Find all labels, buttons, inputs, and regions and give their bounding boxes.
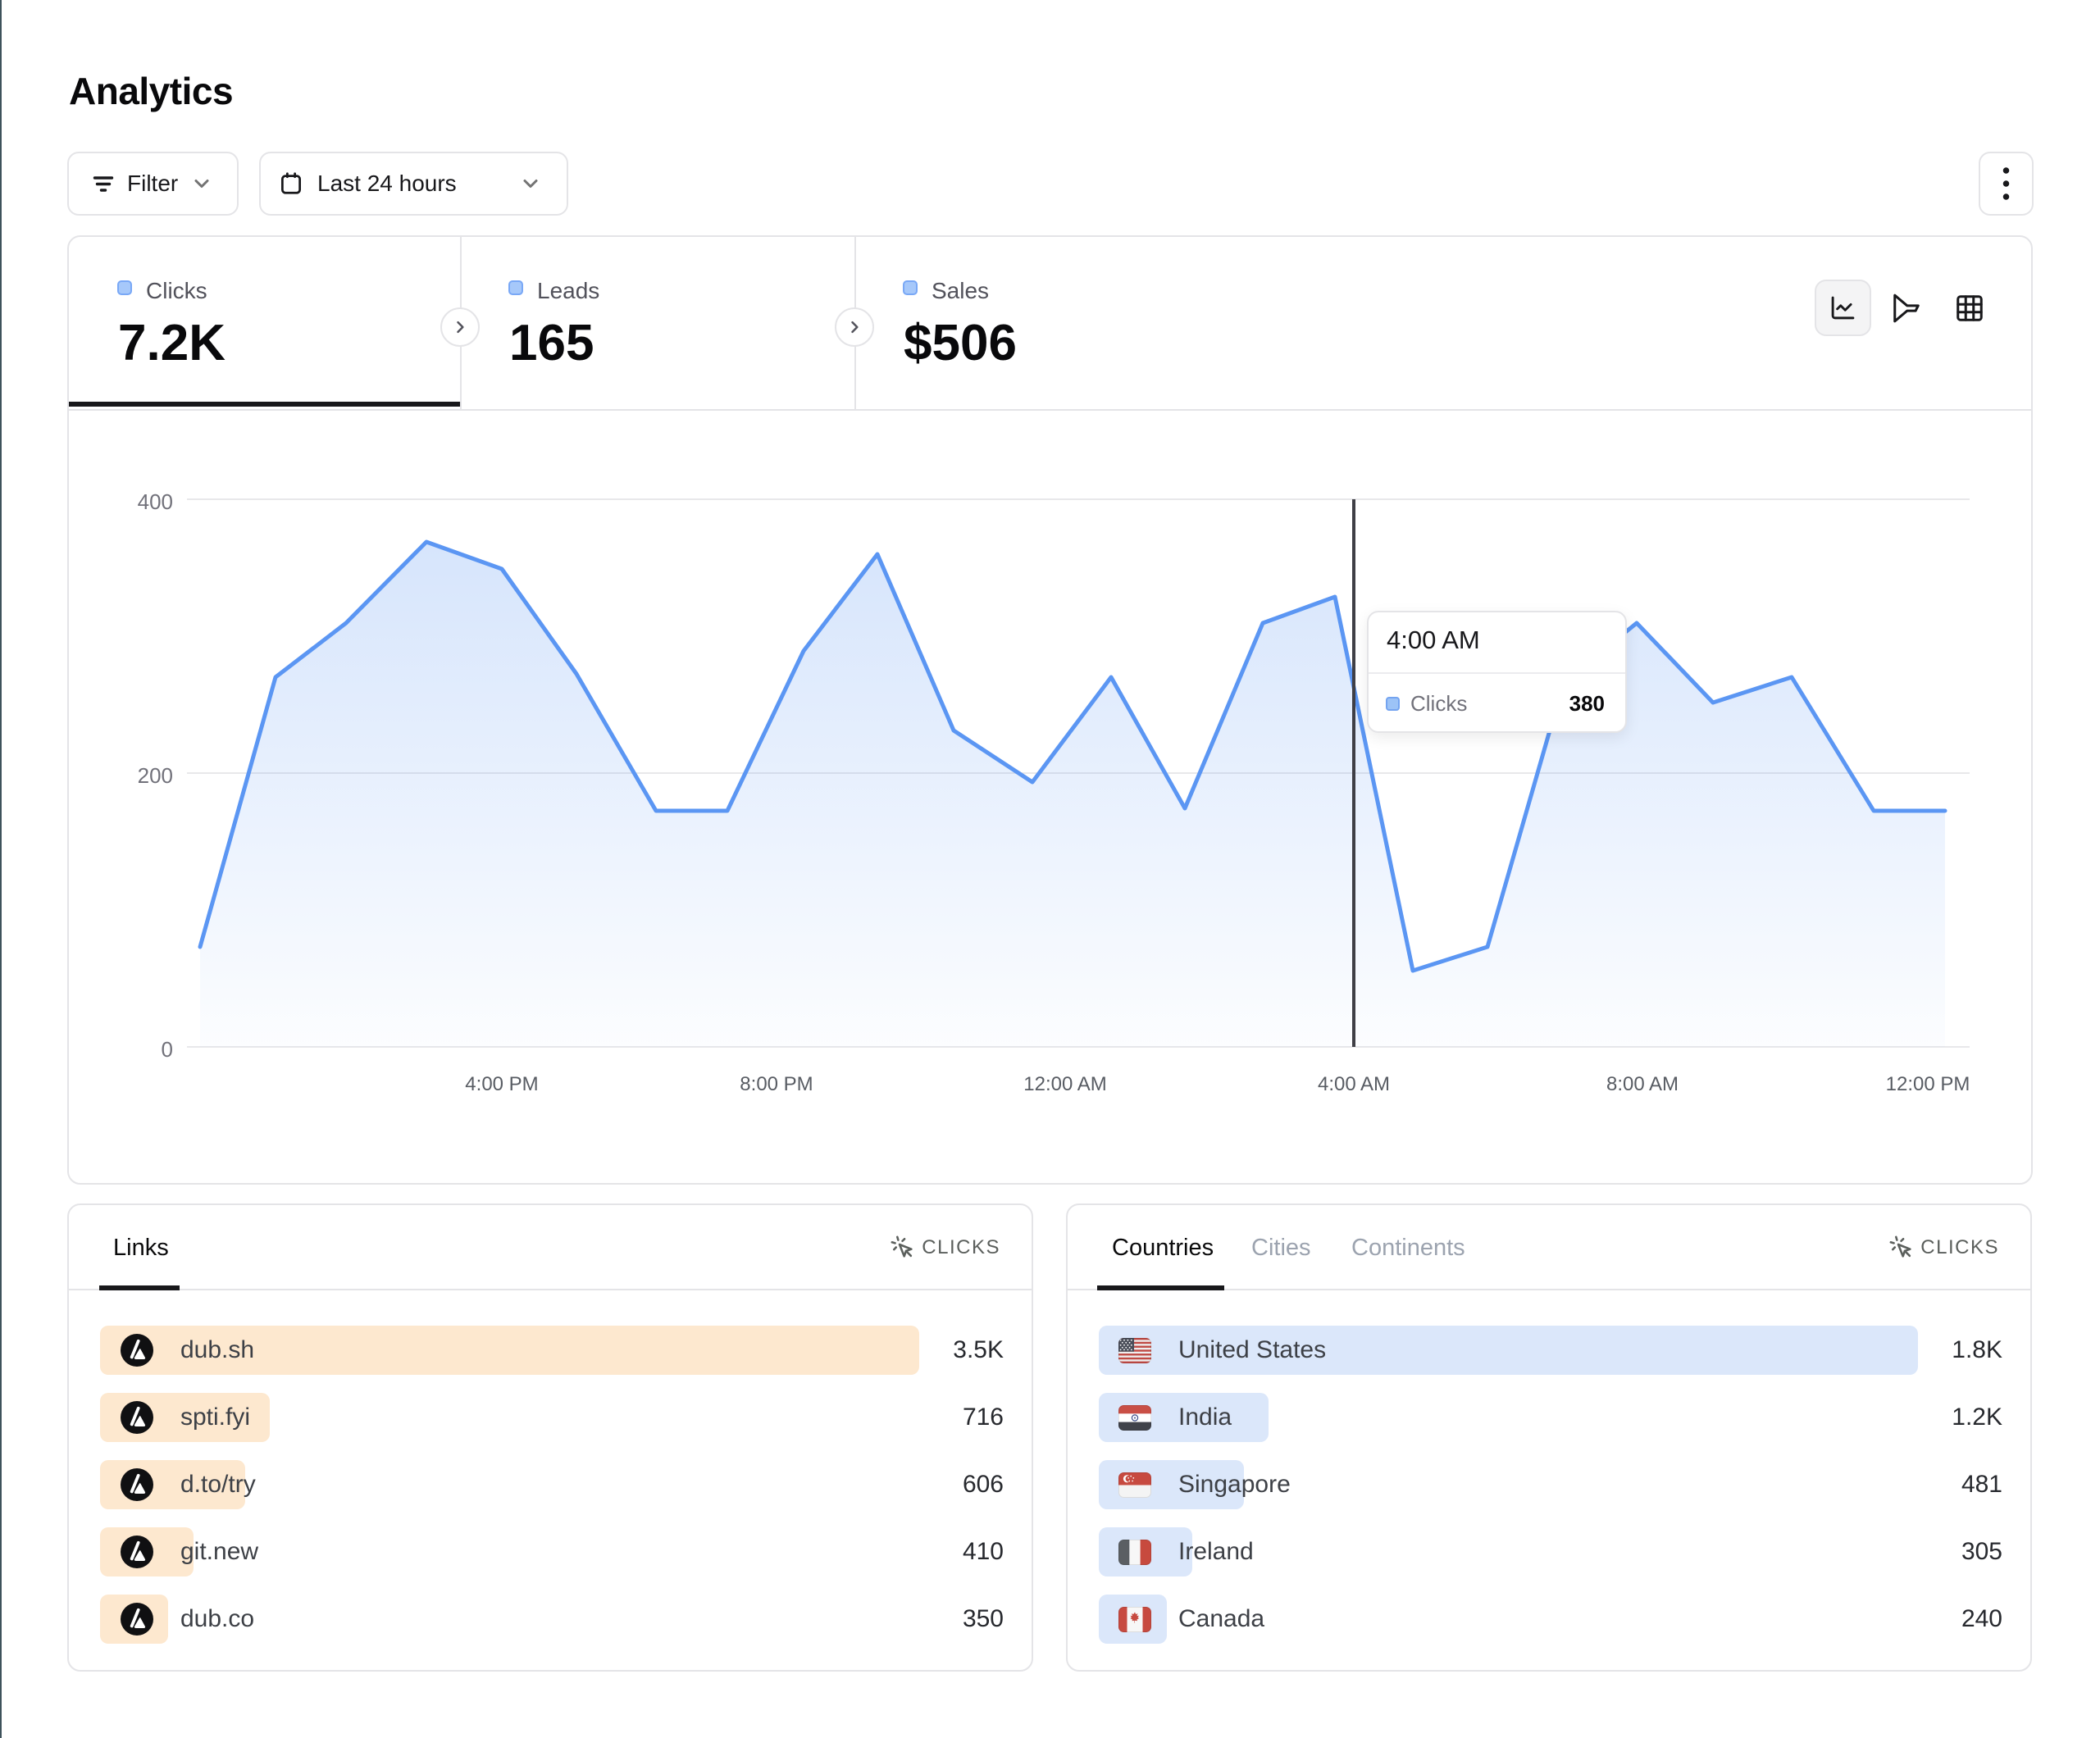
svg-text:0: 0 — [162, 1037, 173, 1062]
svg-text:4:00 PM: 4:00 PM — [465, 1073, 538, 1095]
svg-text:8:00 AM: 8:00 AM — [1606, 1073, 1679, 1095]
svg-text:200: 200 — [138, 763, 173, 788]
svg-text:8:00 PM: 8:00 PM — [740, 1073, 813, 1095]
svg-text:12:00 AM: 12:00 AM — [1023, 1073, 1106, 1095]
svg-text:12:00 PM: 12:00 PM — [1886, 1073, 1970, 1095]
svg-text:4:00 AM: 4:00 AM — [1318, 1073, 1390, 1095]
svg-text:400: 400 — [138, 489, 173, 514]
